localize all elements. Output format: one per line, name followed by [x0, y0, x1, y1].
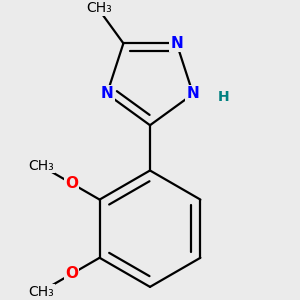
Text: N: N: [170, 36, 183, 51]
Text: CH₃: CH₃: [86, 1, 112, 15]
Text: N: N: [187, 86, 200, 101]
Text: O: O: [65, 266, 78, 281]
Text: CH₃: CH₃: [28, 285, 54, 299]
Text: CH₃: CH₃: [28, 159, 54, 172]
Text: H: H: [218, 91, 230, 104]
Text: O: O: [65, 176, 78, 191]
Text: N: N: [100, 86, 113, 101]
